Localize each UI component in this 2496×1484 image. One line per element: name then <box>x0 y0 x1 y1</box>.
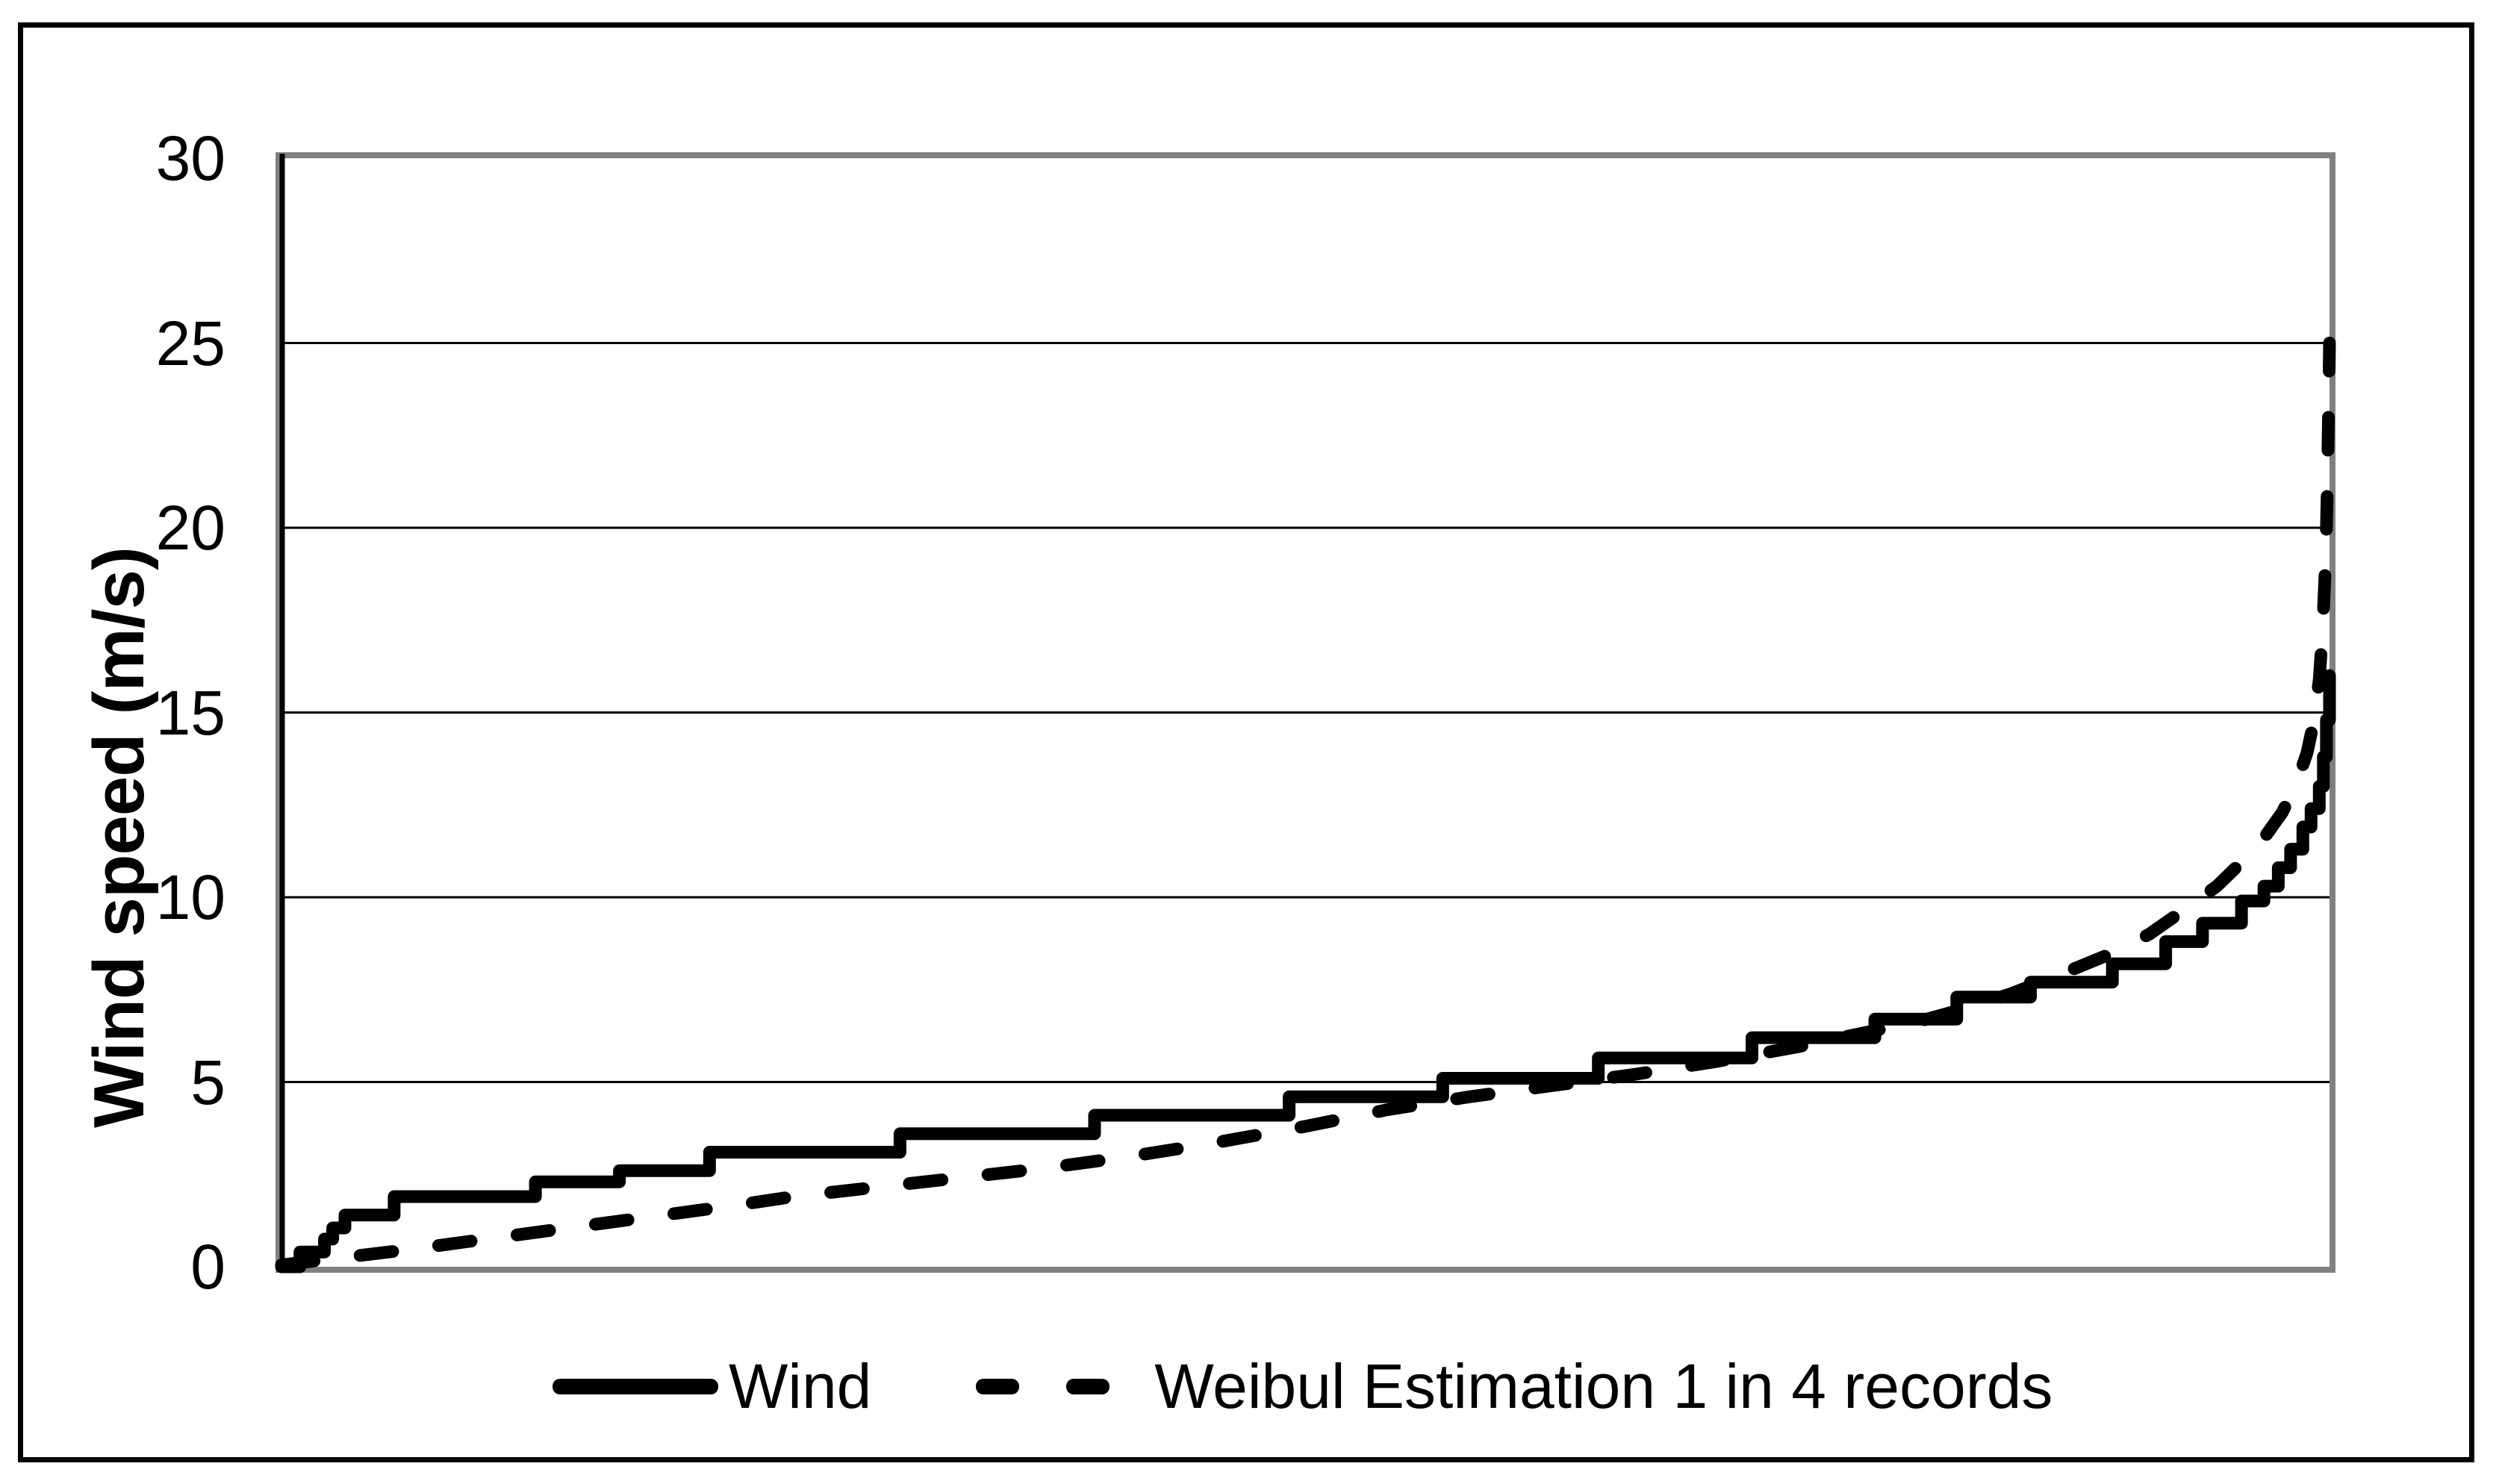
chart-plot-area <box>275 152 2336 1273</box>
legend-weibull-label: Weibul Estimation 1 in 4 records <box>1154 1350 2053 1421</box>
legend-dash-icon <box>1066 1378 1110 1394</box>
y-tick-label: 20 <box>155 493 225 563</box>
y-tick-label: 25 <box>155 308 225 378</box>
y-tick-label: 30 <box>155 123 225 193</box>
y-axis-title: Wind speed (m/s) <box>79 547 159 1128</box>
legend-weibull-line-sample <box>976 1378 1110 1394</box>
legend: Wind Weibul Estimation 1 in 4 records <box>553 1345 2052 1427</box>
y-tick-label: 10 <box>155 862 225 932</box>
figure-border <box>18 22 2474 1462</box>
y-tick-label: 0 <box>190 1232 225 1302</box>
legend-dash-icon <box>976 1378 1020 1394</box>
series-wind-line <box>275 669 2336 1273</box>
y-tick-label: 15 <box>155 677 225 748</box>
legend-wind-line-sample <box>553 1378 718 1394</box>
y-tick-label: 5 <box>190 1047 225 1117</box>
legend-wind-label: Wind <box>729 1350 872 1421</box>
series-weibull-line <box>275 337 2336 1271</box>
